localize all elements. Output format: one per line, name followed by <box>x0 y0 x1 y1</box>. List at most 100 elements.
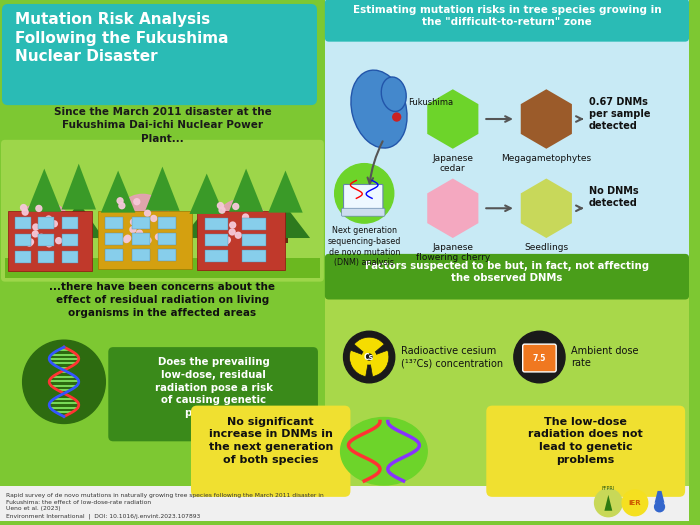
Circle shape <box>393 113 400 121</box>
Polygon shape <box>182 207 231 238</box>
Circle shape <box>229 229 235 235</box>
Polygon shape <box>41 235 48 243</box>
Polygon shape <box>521 89 572 149</box>
Circle shape <box>235 232 241 238</box>
Circle shape <box>32 231 38 237</box>
Circle shape <box>363 350 376 364</box>
Circle shape <box>223 238 229 244</box>
Circle shape <box>335 164 393 223</box>
Polygon shape <box>141 242 145 263</box>
Polygon shape <box>604 495 612 511</box>
FancyBboxPatch shape <box>2 4 317 105</box>
FancyBboxPatch shape <box>38 251 54 263</box>
Circle shape <box>654 502 664 512</box>
FancyBboxPatch shape <box>5 258 320 278</box>
Circle shape <box>215 200 267 253</box>
Circle shape <box>51 221 57 227</box>
Text: Rapid survey of de novo mutations in naturally growing tree species following th: Rapid survey of de novo mutations in nat… <box>6 493 323 519</box>
Circle shape <box>366 354 372 360</box>
Polygon shape <box>283 235 288 243</box>
Text: Next generation
sequencing-based
de novo mutation
(DNM) analysis: Next generation sequencing-based de novo… <box>328 226 401 267</box>
FancyBboxPatch shape <box>523 344 556 372</box>
FancyBboxPatch shape <box>158 217 176 229</box>
FancyBboxPatch shape <box>132 217 150 229</box>
Circle shape <box>219 207 225 213</box>
Polygon shape <box>27 169 62 212</box>
Polygon shape <box>239 243 243 263</box>
Polygon shape <box>521 178 572 238</box>
Text: Since the March 2011 disaster at the
Fukushima Dai-ichi Nuclear Power
Plant...: Since the March 2011 disaster at the Fuk… <box>53 107 272 143</box>
Text: Radioactive cesium
(¹³⁷Cs) concentration: Radioactive cesium (¹³⁷Cs) concentration <box>400 346 503 368</box>
FancyBboxPatch shape <box>1 140 324 281</box>
Circle shape <box>114 194 172 252</box>
Circle shape <box>18 201 71 255</box>
FancyBboxPatch shape <box>105 249 123 261</box>
Circle shape <box>253 236 258 242</box>
Circle shape <box>46 216 52 222</box>
Polygon shape <box>261 206 310 238</box>
Polygon shape <box>94 206 143 238</box>
Circle shape <box>125 235 131 241</box>
Text: The low-dose
radiation does not
lead to genetic
problems: The low-dose radiation does not lead to … <box>528 416 643 465</box>
Text: Ambient dose
rate: Ambient dose rate <box>571 346 638 368</box>
FancyBboxPatch shape <box>62 234 78 246</box>
Circle shape <box>33 224 38 230</box>
Circle shape <box>46 241 52 247</box>
Polygon shape <box>42 245 46 263</box>
FancyBboxPatch shape <box>344 184 383 212</box>
Circle shape <box>36 205 42 212</box>
Circle shape <box>218 203 223 208</box>
Polygon shape <box>116 235 121 243</box>
Polygon shape <box>54 202 104 238</box>
Text: Estimating mutation risks in tree species growing in
the "difficult-to-return" z: Estimating mutation risks in tree specie… <box>353 5 662 27</box>
Ellipse shape <box>351 70 407 148</box>
Circle shape <box>594 489 622 517</box>
FancyBboxPatch shape <box>15 251 31 263</box>
Circle shape <box>56 238 62 244</box>
Circle shape <box>155 234 162 240</box>
FancyBboxPatch shape <box>62 217 78 229</box>
Ellipse shape <box>341 417 427 485</box>
Polygon shape <box>229 169 263 212</box>
Circle shape <box>27 240 32 246</box>
FancyBboxPatch shape <box>132 233 150 245</box>
FancyBboxPatch shape <box>105 233 123 245</box>
FancyBboxPatch shape <box>62 251 78 263</box>
Text: Japanese
cedar: Japanese cedar <box>433 154 473 173</box>
FancyBboxPatch shape <box>38 234 54 246</box>
Ellipse shape <box>382 77 406 111</box>
FancyBboxPatch shape <box>325 254 689 299</box>
Polygon shape <box>243 235 249 243</box>
FancyBboxPatch shape <box>158 249 176 261</box>
Circle shape <box>123 237 130 243</box>
Polygon shape <box>654 491 664 503</box>
Wedge shape <box>354 337 384 357</box>
Wedge shape <box>349 350 369 376</box>
Circle shape <box>248 219 254 225</box>
Text: Does the prevailing
low-dose, residual
radiation pose a risk
of causing genetic
: Does the prevailing low-dose, residual r… <box>155 357 272 418</box>
FancyBboxPatch shape <box>132 249 150 261</box>
FancyBboxPatch shape <box>486 406 685 497</box>
FancyBboxPatch shape <box>242 250 266 262</box>
Circle shape <box>20 205 27 211</box>
Text: Cs: Cs <box>364 352 374 362</box>
Circle shape <box>38 234 44 240</box>
FancyBboxPatch shape <box>158 233 176 245</box>
FancyBboxPatch shape <box>108 347 318 442</box>
Circle shape <box>22 340 105 424</box>
FancyBboxPatch shape <box>15 234 31 246</box>
FancyBboxPatch shape <box>204 234 228 246</box>
FancyBboxPatch shape <box>197 211 286 270</box>
FancyBboxPatch shape <box>0 0 325 521</box>
Circle shape <box>225 237 230 243</box>
Text: iER: iER <box>629 500 641 506</box>
Circle shape <box>230 222 236 228</box>
FancyBboxPatch shape <box>204 218 228 230</box>
FancyBboxPatch shape <box>105 217 123 229</box>
Polygon shape <box>427 178 478 238</box>
Polygon shape <box>427 89 478 149</box>
Text: 0.67 DNMs
per sample
detected: 0.67 DNMs per sample detected <box>589 97 650 131</box>
Circle shape <box>233 204 239 209</box>
FancyBboxPatch shape <box>204 250 228 262</box>
Circle shape <box>119 203 125 208</box>
